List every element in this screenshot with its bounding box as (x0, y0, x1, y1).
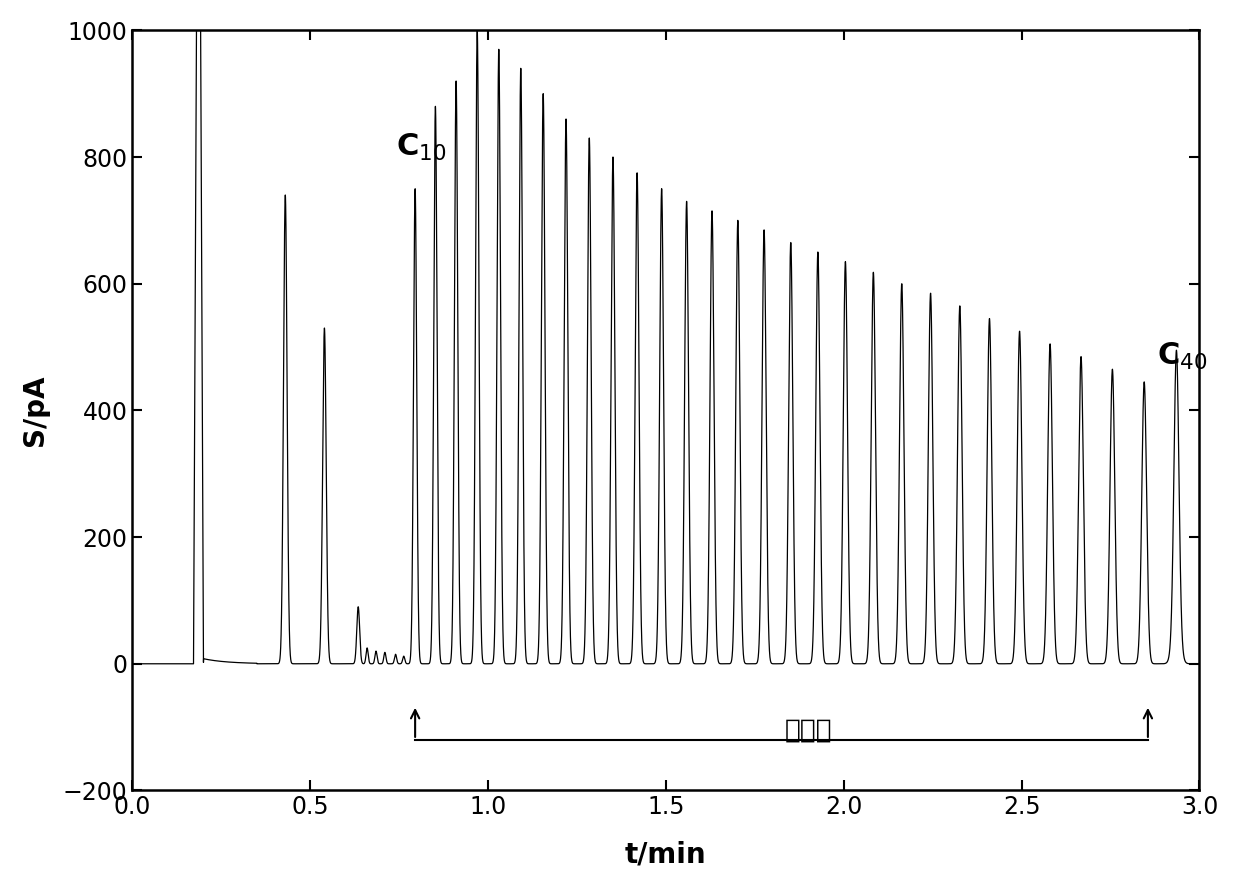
X-axis label: t/min: t/min (626, 840, 706, 869)
Text: $\mathbf{C}_{10}$: $\mathbf{C}_{10}$ (395, 132, 446, 164)
Y-axis label: S/pA: S/pA (21, 374, 48, 446)
Text: $\mathbf{C}_{40}$: $\mathbf{C}_{40}$ (1157, 341, 1207, 372)
Text: 积分段: 积分段 (784, 717, 833, 743)
